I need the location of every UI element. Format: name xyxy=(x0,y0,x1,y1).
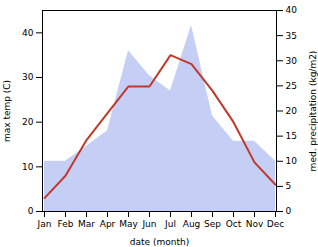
svg-text:Sep: Sep xyxy=(204,219,221,229)
svg-text:Apr: Apr xyxy=(100,219,116,229)
svg-text:Aug: Aug xyxy=(183,219,201,229)
svg-text:20: 20 xyxy=(286,106,298,116)
svg-text:25: 25 xyxy=(286,81,297,91)
svg-text:40: 40 xyxy=(22,28,34,38)
svg-text:20: 20 xyxy=(22,117,34,127)
svg-text:max temp (C): max temp (C) xyxy=(2,80,12,142)
svg-text:30: 30 xyxy=(22,72,34,82)
svg-text:Feb: Feb xyxy=(58,219,74,229)
svg-text:35: 35 xyxy=(286,31,297,41)
svg-text:30: 30 xyxy=(286,56,298,66)
svg-text:Mar: Mar xyxy=(78,219,95,229)
svg-text:15: 15 xyxy=(286,131,297,141)
svg-text:0: 0 xyxy=(286,206,292,216)
svg-text:10: 10 xyxy=(22,162,34,172)
svg-text:Dec: Dec xyxy=(267,219,284,229)
svg-text:0: 0 xyxy=(28,206,34,216)
svg-text:5: 5 xyxy=(286,181,292,191)
svg-text:May: May xyxy=(119,219,138,229)
svg-text:Jul: Jul xyxy=(164,219,176,229)
svg-text:10: 10 xyxy=(286,156,298,166)
svg-text:Jun: Jun xyxy=(141,219,156,229)
svg-text:med. precipitation (kg/m2): med. precipitation (kg/m2) xyxy=(308,51,318,172)
svg-text:Oct: Oct xyxy=(226,219,242,229)
svg-text:date (month): date (month) xyxy=(130,237,189,247)
svg-text:Jan: Jan xyxy=(37,219,52,229)
svg-text:Nov: Nov xyxy=(246,219,264,229)
svg-text:40: 40 xyxy=(286,5,298,15)
